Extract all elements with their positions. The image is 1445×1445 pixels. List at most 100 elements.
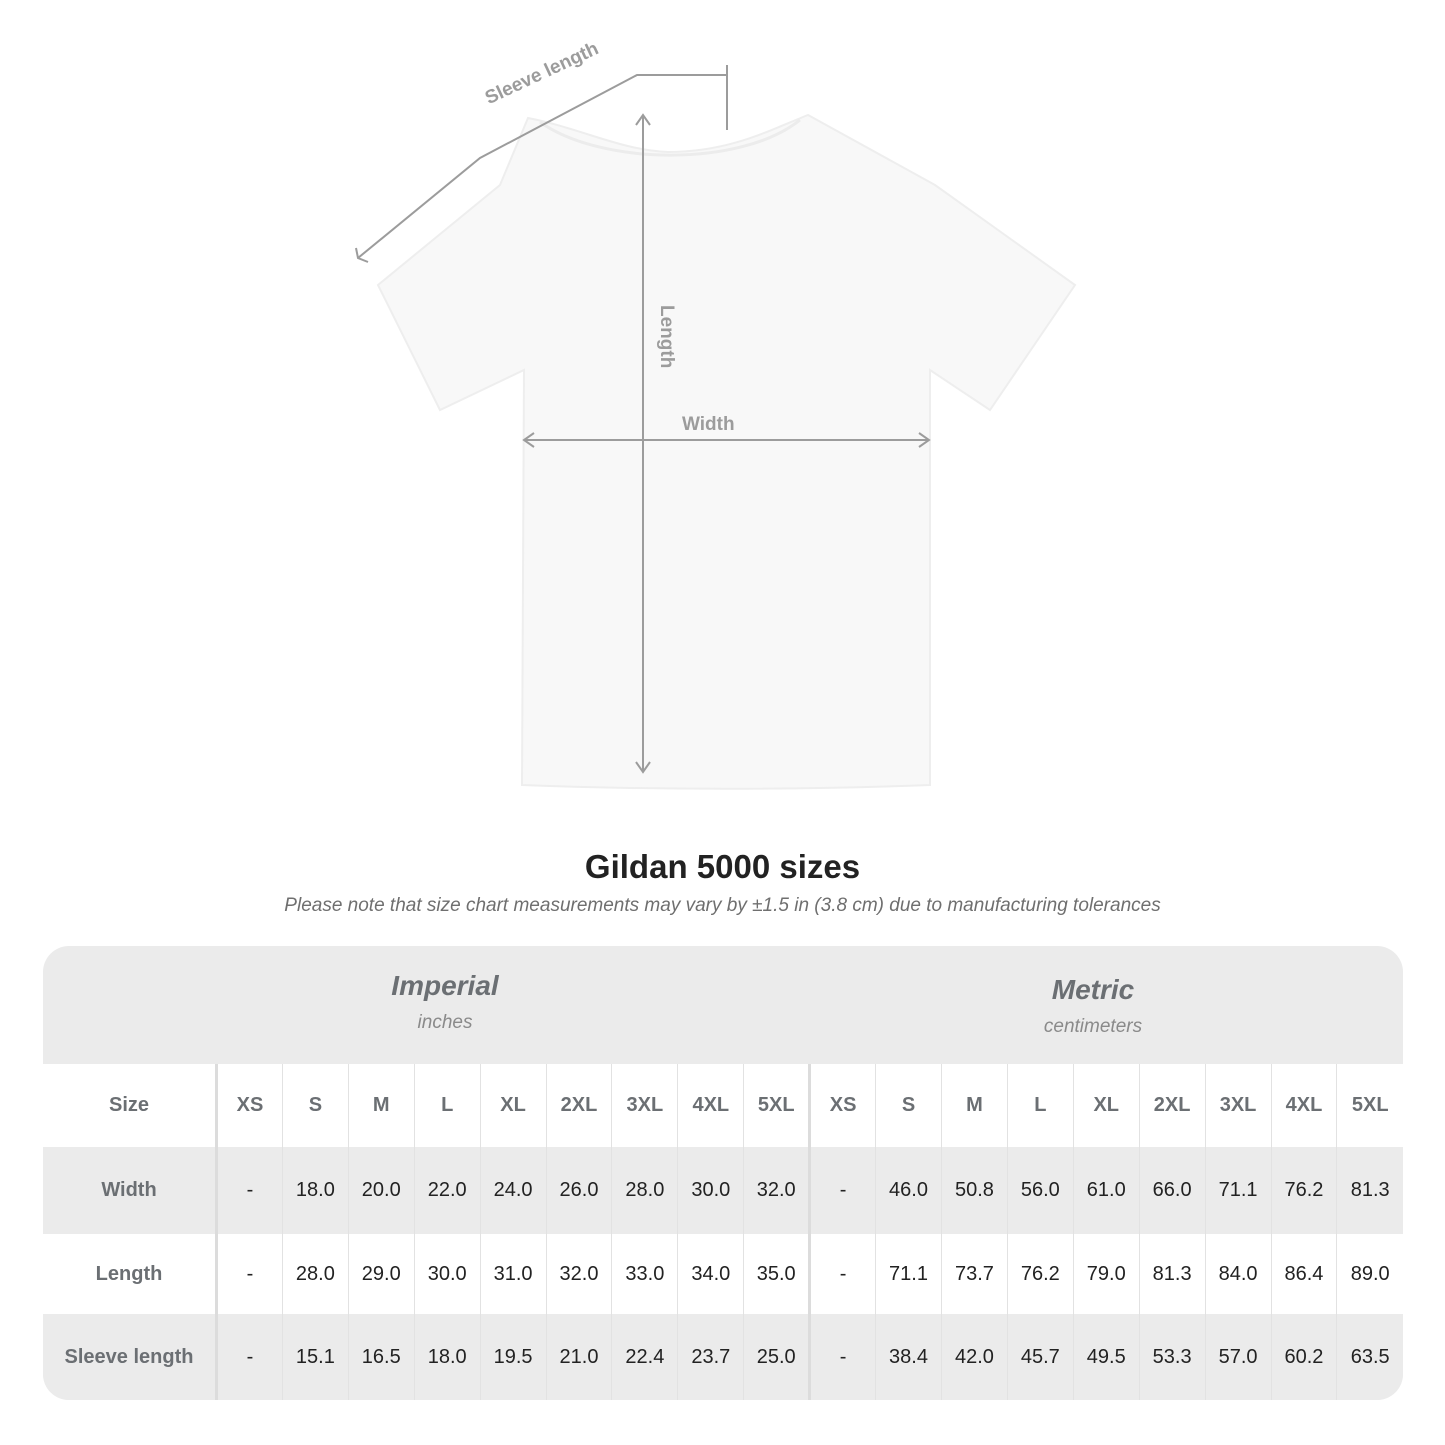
- metric-size-L: L: [1006, 1064, 1074, 1147]
- imperial-value-cell: 30.0: [413, 1234, 481, 1314]
- imperial-unit: inches: [417, 1012, 473, 1033]
- imperial-value-cell: 21.0: [545, 1314, 612, 1400]
- metric-value-cell: 76.2: [1270, 1147, 1337, 1234]
- size-label: Size: [43, 1064, 218, 1147]
- metric-value-cell: 50.8: [940, 1147, 1008, 1234]
- imperial-value-cell: 22.4: [611, 1314, 678, 1400]
- metric-value-cell: 42.0: [940, 1314, 1008, 1400]
- row-label: Length: [43, 1234, 218, 1314]
- metric-size-XL: XL: [1072, 1064, 1140, 1147]
- metric-size-S: S: [875, 1064, 942, 1147]
- metric-value-cell: 56.0: [1006, 1147, 1074, 1234]
- table-row: Width -18.0 20.0 22.0 24.0 26.0 28.0 30.0 32.0-4…: [43, 1147, 1403, 1234]
- imperial-value-cell: 34.0: [677, 1234, 744, 1314]
- row-label: Width: [43, 1147, 218, 1234]
- imperial-size-XL: XL: [479, 1064, 547, 1147]
- metric-value-cell: 49.5: [1072, 1314, 1140, 1400]
- imperial-value-cell: 28.0: [611, 1147, 678, 1234]
- sleeve-measure-line: [357, 74, 727, 259]
- metric-value-cell: -: [808, 1147, 876, 1234]
- metric-value-cell: 73.7: [940, 1234, 1008, 1314]
- metric-title: Metric: [1051, 974, 1135, 1005]
- metric-value-cell: 81.3: [1336, 1147, 1403, 1234]
- imperial-value-cell: 19.5: [479, 1314, 547, 1400]
- imperial-size-2XL: 2XL: [545, 1064, 612, 1147]
- metric-value-cell: 84.0: [1204, 1234, 1271, 1314]
- metric-value-cell: 45.7: [1006, 1314, 1074, 1400]
- metric-value-cell: 86.4: [1270, 1234, 1337, 1314]
- metric-value-cell: 81.3: [1138, 1234, 1206, 1314]
- metric-value-cell: 79.0: [1072, 1234, 1140, 1314]
- imperial-value-cell: 26.0: [545, 1147, 612, 1234]
- imperial-size-XS: XS: [216, 1064, 283, 1147]
- imperial-value-cell: 15.1: [281, 1314, 349, 1400]
- metric-value-cell: 63.5: [1336, 1314, 1403, 1400]
- metric-value-cell: 66.0: [1138, 1147, 1206, 1234]
- metric-size-3XL: 3XL: [1204, 1064, 1271, 1147]
- metric-value-cell: 38.4: [875, 1314, 942, 1400]
- imperial-value-cell: -: [216, 1234, 283, 1314]
- size-table: Size XS S M L XL 2XL 3XL 4XL 5XL XS S M L XL 2XL 3XL 4XL 5…: [43, 1064, 1403, 1400]
- metric-value-cell: -: [808, 1234, 876, 1314]
- metric-size-5XL: 5XL: [1336, 1064, 1403, 1147]
- imperial-size-S: S: [281, 1064, 349, 1147]
- imperial-value-cell: 33.0: [611, 1234, 678, 1314]
- metric-value-cell: -: [808, 1314, 876, 1400]
- imperial-value-cell: 22.0: [413, 1147, 481, 1234]
- tolerance-note: Please note that size chart measurements…: [284, 895, 1161, 916]
- imperial-title: Imperial: [391, 970, 499, 1001]
- imperial-value-cell: 28.0: [281, 1234, 349, 1314]
- metric-size-XS: XS: [808, 1064, 876, 1147]
- length-arrow-bottom: [635, 761, 651, 774]
- imperial-size-4XL: 4XL: [677, 1064, 744, 1147]
- metric-value-cell: 76.2: [1006, 1234, 1074, 1314]
- imperial-value-cell: 20.0: [347, 1147, 415, 1234]
- size-header-row: Size XS S M L XL 2XL 3XL 4XL 5XL XS S M L XL 2XL 3XL 4XL 5…: [43, 1064, 1403, 1147]
- imperial-size-M: M: [347, 1064, 415, 1147]
- imperial-value-cell: 30.0: [677, 1147, 744, 1234]
- imperial-value-cell: 24.0: [479, 1147, 547, 1234]
- tshirt-diagram: [355, 65, 1077, 790]
- imperial-value-cell: 35.0: [743, 1234, 810, 1314]
- metric-value-cell: 46.0: [875, 1147, 942, 1234]
- tshirt-shape: [376, 113, 1077, 790]
- imperial-value-cell: 31.0: [479, 1234, 547, 1314]
- imperial-value-cell: 32.0: [545, 1234, 612, 1314]
- collar: [539, 118, 801, 157]
- metric-value-cell: 89.0: [1336, 1234, 1403, 1314]
- imperial-header: Imperial inches: [215, 970, 675, 1088]
- imperial-value-cell: 18.0: [281, 1147, 349, 1234]
- length-arrow-top: [635, 113, 651, 126]
- metric-value-cell: 71.1: [875, 1234, 942, 1314]
- table-row: Sleeve length -15.1 16.5 18.0 19.5 21.0 22.4 23…: [43, 1314, 1403, 1400]
- imperial-value-cell: 32.0: [743, 1147, 810, 1234]
- metric-value-cell: 60.2: [1270, 1314, 1337, 1400]
- imperial-value-cell: -: [216, 1147, 283, 1234]
- imperial-size-5XL: 5XL: [743, 1064, 810, 1147]
- imperial-value-cell: -: [216, 1314, 283, 1400]
- imperial-value-cell: 16.5: [347, 1314, 415, 1400]
- sleeve-arrowhead: [355, 247, 369, 263]
- imperial-value-cell: 18.0: [413, 1314, 481, 1400]
- imperial-value-cell: 29.0: [347, 1234, 415, 1314]
- metric-size-2XL: 2XL: [1138, 1064, 1206, 1147]
- metric-value-cell: 53.3: [1138, 1314, 1206, 1400]
- length-label: Length: [656, 305, 677, 369]
- metric-unit: centimeters: [1043, 1016, 1143, 1037]
- imperial-size-3XL: 3XL: [611, 1064, 678, 1147]
- width-arrow-left: [522, 432, 535, 448]
- width-arrow-right: [918, 432, 931, 448]
- table-row: Length -28.0 29.0 30.0 31.0 32.0 33.0 34.0 35.0-…: [43, 1234, 1403, 1314]
- imperial-value-cell: 25.0: [743, 1314, 810, 1400]
- metric-header: Metric centimeters: [868, 974, 1318, 1092]
- metric-value-cell: 61.0: [1072, 1147, 1140, 1234]
- metric-value-cell: 57.0: [1204, 1314, 1271, 1400]
- metric-size-M: M: [940, 1064, 1008, 1147]
- row-label: Sleeve length: [43, 1314, 218, 1400]
- metric-value-cell: 71.1: [1204, 1147, 1271, 1234]
- metric-size-4XL: 4XL: [1270, 1064, 1337, 1147]
- size-chart-table: Imperial inches Metric centimeters Size X…: [43, 946, 1403, 1400]
- width-label: Width: [682, 414, 735, 435]
- imperial-value-cell: 23.7: [677, 1314, 744, 1400]
- page-title: Gildan 5000 sizes: [584, 848, 861, 885]
